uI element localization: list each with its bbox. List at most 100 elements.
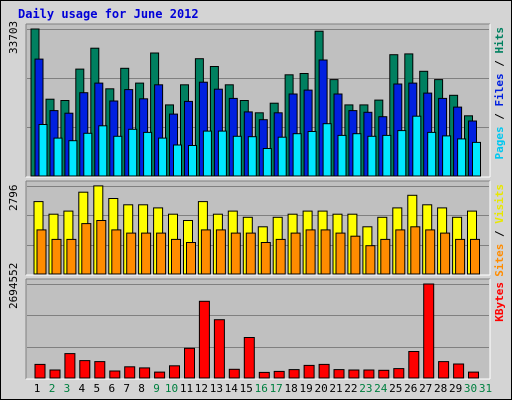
- bar-kbytes-day-21: [333, 369, 345, 379]
- bar-sites-day-17: [275, 238, 286, 275]
- panel-kbytes: 2694552 KBytes: [7, 263, 506, 380]
- x-tick-label-3: 3: [64, 382, 71, 395]
- bar-kbytes-day-29: [453, 363, 465, 379]
- bar-pages-day-16: [262, 148, 272, 177]
- bar-sites-day-26: [410, 226, 421, 275]
- bar-kbytes-day-10: [169, 365, 180, 379]
- bar-pages-day-21: [337, 134, 347, 177]
- bar-kbytes-day-6: [109, 370, 121, 379]
- bar-kbytes-day-22: [348, 369, 360, 379]
- bar-kbytes-day-27: [423, 283, 435, 379]
- x-tick-label-6: 6: [108, 382, 115, 395]
- bar-pages-day-1: [38, 124, 48, 177]
- bar-pages-day-8: [143, 131, 153, 177]
- bar-sites-day-16: [260, 242, 271, 275]
- legend-label: KBytes: [493, 282, 506, 322]
- legend-part: Hits: [493, 27, 506, 54]
- y-max-label: 2694552: [7, 263, 20, 309]
- legend-label: Pages / Files / Hits: [493, 27, 506, 160]
- x-tick-label-14: 14: [225, 382, 239, 395]
- x-tick-label-19: 19: [299, 382, 312, 395]
- x-tick-label-24: 24: [374, 382, 388, 395]
- bar-pages-day-23: [367, 135, 377, 177]
- bar-kbytes-day-5: [94, 361, 106, 379]
- x-tick-label-31: 31: [479, 382, 492, 395]
- bar-kbytes-day-3: [64, 353, 76, 379]
- bar-pages-day-26: [412, 115, 422, 177]
- bar-sites-day-9: [156, 232, 167, 275]
- bar-pages-day-5: [98, 125, 108, 177]
- bar-pages-day-15: [247, 136, 257, 177]
- bar-kbytes-day-17: [273, 370, 285, 379]
- bar-sites-day-2: [51, 238, 62, 275]
- bar-kbytes-day-4: [79, 360, 91, 379]
- y-max-label: 33703: [7, 21, 20, 54]
- bar-pages-day-22: [352, 133, 362, 177]
- bar-sites-day-6: [111, 229, 122, 275]
- x-tick-label-17: 17: [270, 382, 283, 395]
- bar-pages-day-14: [232, 135, 242, 177]
- bar-kbytes-day-23: [363, 369, 375, 379]
- x-tick-label-23: 23: [359, 382, 372, 395]
- bar-sites-day-5: [96, 220, 107, 275]
- legend-label: Sites / Visits: [493, 184, 506, 277]
- bar-kbytes-day-2: [49, 369, 61, 379]
- bar-pages-day-3: [68, 140, 78, 177]
- bar-pages-day-25: [397, 130, 407, 177]
- bar-sites-day-18: [290, 232, 301, 275]
- bar-kbytes-day-24: [378, 369, 390, 379]
- bar-pages-day-17: [277, 136, 287, 177]
- panel-visits-sites: 2796 Sites / Visits: [7, 180, 506, 277]
- x-tick-label-10: 10: [165, 382, 178, 395]
- bar-kbytes-day-8: [139, 367, 151, 379]
- x-tick-label-22: 22: [344, 382, 357, 395]
- bar-kbytes-day-18: [288, 369, 300, 379]
- bar-kbytes-day-1: [34, 363, 46, 379]
- bar-pages-day-19: [307, 131, 317, 177]
- legend-part: Visits: [493, 184, 506, 224]
- legend-part: KBytes: [493, 282, 506, 322]
- bar-pages-day-13: [217, 130, 227, 177]
- bar-sites-day-19: [305, 229, 316, 275]
- legend-part: Pages: [493, 126, 506, 159]
- bar-sites-day-30: [470, 238, 480, 275]
- x-tick-label-13: 13: [210, 382, 223, 395]
- bar-sites-day-4: [81, 223, 92, 275]
- x-tick-label-9: 9: [153, 382, 160, 395]
- x-tick-label-4: 4: [78, 382, 85, 395]
- bar-kbytes-day-9: [154, 371, 166, 379]
- bar-kbytes-day-13: [213, 319, 225, 379]
- bar-sites-day-14: [230, 232, 241, 275]
- bar-pages-day-4: [83, 132, 93, 177]
- x-tick-label-25: 25: [389, 382, 402, 395]
- bar-kbytes-day-11: [184, 347, 195, 379]
- bar-sites-day-22: [350, 235, 361, 275]
- bar-kbytes-day-20: [318, 363, 330, 379]
- bar-pages-day-10: [173, 144, 182, 177]
- x-tick-label-8: 8: [138, 382, 145, 395]
- bar-sites-day-1: [36, 229, 47, 275]
- x-tick-label-11: 11: [180, 382, 193, 395]
- bar-pages-day-2: [53, 137, 63, 177]
- bar-sites-day-12: [200, 229, 211, 275]
- x-tick-label-20: 20: [314, 382, 327, 395]
- bar-kbytes-day-30: [468, 371, 479, 379]
- bar-pages-day-7: [128, 128, 138, 177]
- legend-part: /: [493, 54, 506, 74]
- bar-kbytes-day-12: [198, 300, 210, 379]
- bar-pages-day-27: [427, 131, 437, 177]
- bar-sites-day-15: [245, 232, 256, 275]
- bar-sites-day-8: [141, 232, 152, 275]
- bar-pages-day-20: [322, 123, 332, 177]
- bar-pages-day-24: [382, 134, 392, 177]
- bar-sites-day-21: [335, 232, 346, 275]
- y-max-label: 2796: [7, 185, 20, 212]
- panel-hits-files-pages: 33703 Pages / Files / Hits: [7, 21, 506, 178]
- legend-part: /: [493, 224, 506, 244]
- bar-pages-day-11: [188, 145, 197, 177]
- x-tick-label-1: 1: [34, 382, 41, 395]
- bar-kbytes-day-14: [228, 368, 240, 379]
- legend-part: /: [493, 107, 506, 127]
- bar-sites-day-20: [320, 229, 331, 275]
- x-tick-label-2: 2: [49, 382, 56, 395]
